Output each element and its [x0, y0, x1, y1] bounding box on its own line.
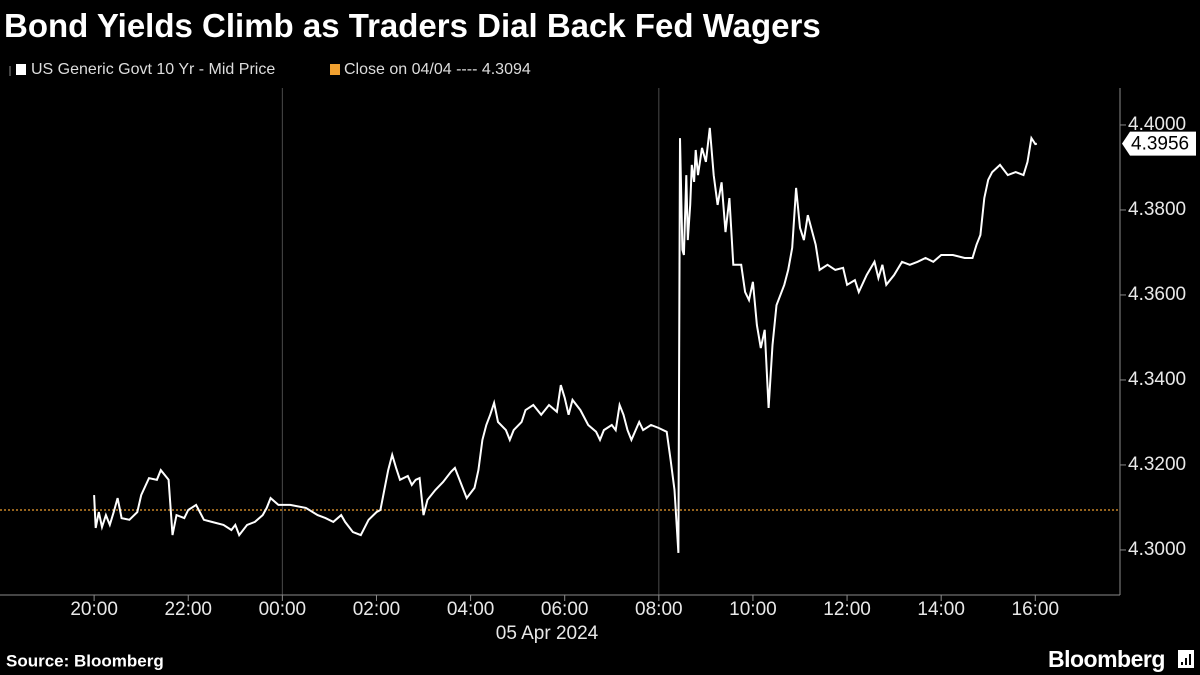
legend-label: US Generic Govt 10 Yr - Mid Price — [31, 61, 275, 78]
series-line — [93, 127, 1038, 553]
x-tick-label: 10:00 — [729, 599, 777, 620]
logo: Bloomberg — [1048, 646, 1165, 672]
x-tick-label: 20:00 — [70, 599, 118, 620]
source-note: Source: Bloomberg — [6, 651, 164, 670]
x-tick-label: 22:00 — [164, 599, 212, 620]
x-tick-label: 08:00 — [635, 599, 683, 620]
x-tick-label: 12:00 — [823, 599, 871, 620]
y-tick-label: 4.3400 — [1128, 369, 1186, 390]
y-tick-label: 4.3200 — [1128, 454, 1186, 475]
y-tick-label: 4.3000 — [1128, 539, 1186, 560]
x-tick-label: 14:00 — [917, 599, 965, 620]
y-tick-label: 4.4000 — [1128, 114, 1186, 135]
x-tick-label: 06:00 — [541, 599, 589, 620]
logo-icon — [1181, 654, 1191, 665]
date-label: 05 Apr 2024 — [496, 623, 599, 644]
y-tick-label: 4.3800 — [1128, 199, 1186, 220]
legend-swatch — [330, 64, 340, 75]
legend-swatch — [16, 64, 26, 75]
x-tick-label: 04:00 — [447, 599, 495, 620]
legend-label: Close on 04/04 ---- 4.3094 — [344, 61, 531, 78]
x-tick-label: 02:00 — [353, 599, 401, 620]
x-tick-label: 16:00 — [1012, 599, 1060, 620]
last-value-label: 4.3956 — [1131, 134, 1189, 155]
x-tick-label: 00:00 — [259, 599, 307, 620]
last-value-tag — [1122, 131, 1196, 156]
chart-title: Bond Yields Climb as Traders Dial Back F… — [4, 7, 821, 44]
y-tick-label: 4.3600 — [1128, 284, 1186, 305]
